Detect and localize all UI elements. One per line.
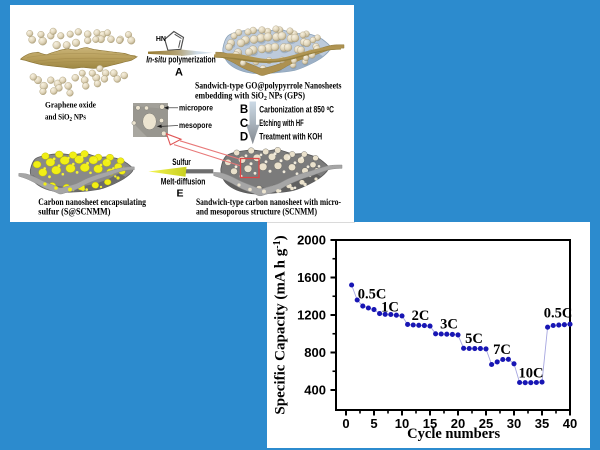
svg-text:E: E xyxy=(176,188,183,200)
svg-text:Cycle numbers: Cycle numbers xyxy=(407,426,500,442)
svg-text:40: 40 xyxy=(563,416,577,431)
svg-text:0: 0 xyxy=(342,416,349,431)
svg-text:D: D xyxy=(240,131,248,143)
svg-text:10C: 10C xyxy=(519,366,544,382)
svg-text:7C: 7C xyxy=(493,342,511,358)
svg-text:Specific Capacity (mA h g-1): Specific Capacity (mA h g-1) xyxy=(272,235,289,414)
svg-text:sulfur (S@SCNMM): sulfur (S@SCNMM) xyxy=(38,207,110,217)
svg-text:Sandwich-type carbon nanosheet: Sandwich-type carbon nanosheet with micr… xyxy=(196,197,341,207)
svg-text:Carbonization at 850 oC: Carbonization at 850 oC xyxy=(259,105,334,116)
svg-text:5C: 5C xyxy=(465,331,483,347)
svg-text:1600: 1600 xyxy=(297,270,326,285)
svg-text:Sulfur: Sulfur xyxy=(172,157,191,167)
svg-text:and mesoporous structure (SCNM: and mesoporous structure (SCNMM) xyxy=(196,207,317,217)
svg-text:B: B xyxy=(240,104,248,116)
svg-text:and SiO2 NPs: and SiO2 NPs xyxy=(45,112,87,124)
svg-text:0.5C: 0.5C xyxy=(544,306,573,322)
svg-text:1200: 1200 xyxy=(297,308,326,323)
svg-text:800: 800 xyxy=(304,345,326,360)
svg-text:Treatment with KOH: Treatment with KOH xyxy=(259,132,322,143)
svg-text:mesopore: mesopore xyxy=(179,120,212,130)
svg-text:Carbon nanosheet encapsulating: Carbon nanosheet encapsulating xyxy=(38,197,146,207)
svg-text:30: 30 xyxy=(507,416,521,431)
svg-text:embedding with SiO2 NPs (GPS): embedding with SiO2 NPs (GPS) xyxy=(195,91,305,103)
svg-text:C: C xyxy=(240,118,248,130)
svg-text:A: A xyxy=(175,67,183,79)
svg-text:3C: 3C xyxy=(440,317,458,333)
svg-text:In-situ polymerization: In-situ polymerization xyxy=(146,55,216,65)
svg-text:400: 400 xyxy=(304,383,326,398)
svg-text:0.5C: 0.5C xyxy=(358,287,387,303)
svg-text:10: 10 xyxy=(395,416,409,431)
svg-text:2000: 2000 xyxy=(297,233,326,248)
svg-text:Sandwich-type GO@polypyrrole N: Sandwich-type GO@polypyrrole Nanosheets xyxy=(195,81,342,91)
svg-text:15: 15 xyxy=(423,416,437,431)
svg-text:20: 20 xyxy=(451,416,465,431)
svg-text:5: 5 xyxy=(370,416,377,431)
svg-text:2C: 2C xyxy=(412,308,430,324)
svg-text:Graphene oxide: Graphene oxide xyxy=(45,100,96,110)
svg-text:1C: 1C xyxy=(381,300,399,316)
svg-text:micropore: micropore xyxy=(179,102,213,112)
svg-text:35: 35 xyxy=(535,416,549,431)
svg-text:Etching with HF: Etching with HF xyxy=(259,118,304,129)
svg-text:HN: HN xyxy=(156,36,166,43)
svg-text:Melt-diffusion: Melt-diffusion xyxy=(161,177,206,187)
svg-text:25: 25 xyxy=(479,416,493,431)
